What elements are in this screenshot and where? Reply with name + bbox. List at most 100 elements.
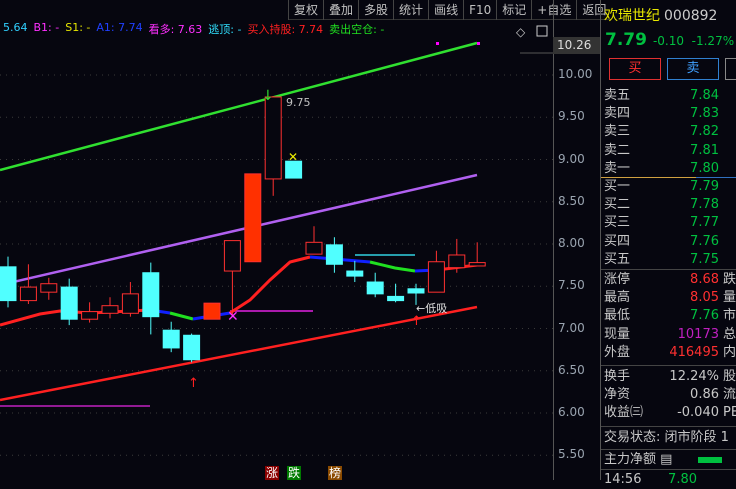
row-extra-label: 跌: [723, 272, 736, 287]
divider: [601, 365, 736, 366]
stock-title: 欢瑞世纪 000892: [604, 5, 717, 25]
row-extra-label: 量: [723, 290, 736, 306]
diamond-icon[interactable]: ◇: [516, 25, 526, 39]
buy-button[interactable]: 买: [609, 58, 661, 80]
indicator-value: S1: -: [65, 21, 91, 34]
candle-up: [223, 240, 241, 272]
quote-row: 净资 0.86 流: [604, 386, 736, 404]
row-value: 416495: [669, 344, 719, 360]
quote-row: 卖二 7.81: [604, 142, 736, 160]
toolbar-button[interactable]: 画线: [428, 0, 463, 20]
row-value: 7.78: [690, 197, 719, 213]
row-value: 12.24%: [669, 369, 719, 384]
row-extra-label: 股: [723, 369, 736, 384]
candle-up: [468, 262, 486, 267]
row-label: 买一: [604, 179, 631, 194]
row-label: 卖五: [604, 88, 631, 103]
axis-tick-label: 6.50: [558, 362, 585, 377]
candle-up: [244, 173, 262, 263]
quote-row: 买二 7.78: [604, 196, 736, 214]
quote-row: 卖三 7.82: [604, 123, 736, 141]
quote-row: 外盘 416495 内: [604, 344, 736, 362]
up-arrow-icon: ↑: [411, 314, 422, 329]
low-buy-label: ←低吸: [416, 302, 447, 315]
toolbar-button[interactable]: 叠加: [323, 0, 358, 20]
candle-up: [203, 302, 221, 320]
indicator-value: 5.64: [3, 21, 28, 34]
stock-name: 欢瑞世纪: [604, 8, 660, 24]
row-extra-label: 市: [723, 308, 736, 324]
candle-down: [183, 334, 201, 361]
stock-code: 000892: [664, 8, 718, 24]
kline-chart[interactable]: ↓ 9.75←低吸↑↑✕✕◇: [0, 0, 553, 480]
sell-button[interactable]: 卖: [667, 58, 719, 80]
candle-up: [264, 96, 282, 180]
toolbar-button[interactable]: 标记: [496, 0, 531, 20]
row-label: 外盘: [604, 344, 631, 360]
toolbar-button[interactable]: F10: [463, 0, 496, 20]
signal-dot: [436, 42, 439, 45]
candle-up: [448, 254, 466, 269]
toolbar-button[interactable]: 复权: [288, 0, 323, 20]
quote-row: 买四 7.76: [604, 233, 736, 251]
candle-down: [162, 329, 180, 349]
divider: [601, 269, 736, 270]
main-flow: 主力净额 ▤: [604, 451, 736, 469]
candle-up: [121, 293, 139, 314]
ma-line: [369, 260, 416, 273]
candle-down: [60, 286, 78, 320]
quote-row: 换手 12.24% 股: [604, 368, 736, 386]
row-value: 7.75: [690, 251, 719, 267]
quote-row: 买一 7.79: [604, 178, 736, 196]
list-icon[interactable]: ▤: [656, 452, 673, 467]
row-value: 10173: [677, 326, 719, 342]
axis-tick-label: 8.50: [558, 193, 585, 208]
row-value: 0.86: [690, 387, 719, 403]
quote-row: 买三 7.77: [604, 214, 736, 232]
trade-status: 交易状态: 闭市阶段 1: [604, 430, 729, 445]
row-value: 7.84: [690, 88, 719, 103]
price-axis: 10.00 9.50 9.00 8.50 8.00 7.50 7.00 6.50 6.00 5.5…: [553, 0, 600, 480]
indicator-value: 卖出空仓: -: [329, 23, 385, 36]
quote-row: 卖五 7.84: [604, 87, 736, 105]
down-arrow-icon: ↓: [262, 88, 274, 104]
last-price: 7.79: [605, 30, 647, 50]
tag-fall[interactable]: 跌: [287, 466, 301, 480]
row-label: 涨停: [604, 272, 631, 287]
row-extra-label: 总: [723, 326, 736, 342]
tick-row: 14:56 7.80: [604, 471, 736, 489]
signal-dot: [477, 42, 480, 45]
toolbar-button[interactable]: 多股: [358, 0, 393, 20]
toolbar-button[interactable]: +自选: [531, 0, 576, 20]
quote-row: 卖四 7.83: [604, 105, 736, 123]
candle-down: [325, 244, 343, 265]
axis-tick-label: 5.50: [558, 447, 585, 462]
row-label: 卖一: [604, 160, 631, 176]
row-label: 买五: [604, 251, 631, 267]
row-label: 最低: [604, 308, 631, 324]
candle-down: [0, 266, 17, 302]
candle-up: [305, 241, 323, 255]
toolbar-button[interactable]: 统计: [393, 0, 428, 20]
cross-marker-icon: ✕: [288, 150, 298, 164]
ma-line: [229, 255, 311, 315]
divider: [601, 177, 736, 178]
candle-down: [387, 295, 405, 302]
price-change: -0.10: [652, 34, 685, 48]
upper-channel-line: [0, 41, 478, 172]
quote-panel: 欢瑞世纪 000892 7.79 -0.10 -1.27% 买 卖 卖五 7.84 卖四…: [600, 0, 736, 487]
quote-row: 卖一 7.80: [604, 160, 736, 178]
tag-rank[interactable]: 榜: [328, 466, 342, 480]
row-value: 8.05: [690, 290, 719, 306]
panel-toggle-icon[interactable]: [536, 25, 548, 37]
quote-row: 最低 7.76 市: [604, 307, 736, 325]
candle-down: [142, 272, 160, 318]
row-label: 最高: [604, 290, 631, 306]
tag-rise[interactable]: 涨: [265, 466, 279, 480]
axis-tick-label: 9.50: [558, 109, 585, 124]
row-extra-label: PE: [723, 405, 736, 421]
more-button[interactable]: [725, 58, 736, 80]
axis-tick-label: 8.00: [558, 236, 585, 250]
candle-down: [285, 160, 303, 179]
row-value: 7.83: [690, 106, 719, 122]
